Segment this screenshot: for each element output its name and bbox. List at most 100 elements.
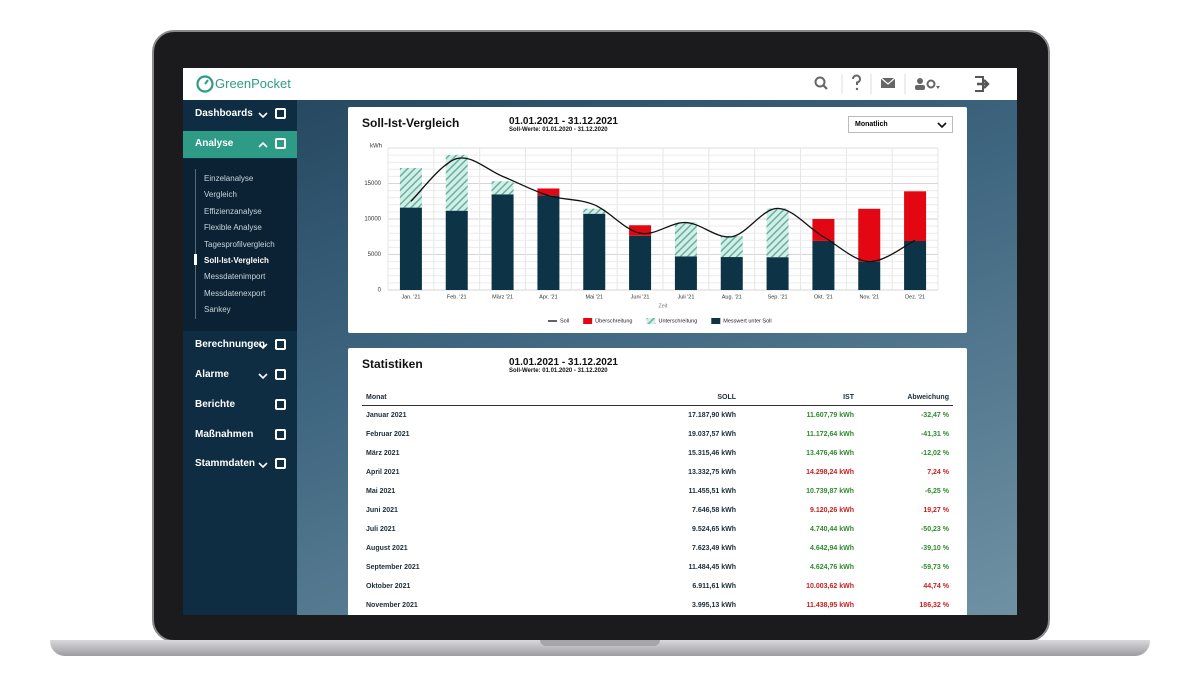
header-icons: [814, 74, 990, 94]
menu-icon: [275, 339, 286, 350]
laptop-notch: [540, 640, 660, 646]
legend-swatch: [711, 318, 721, 324]
chevron[interactable]: [258, 141, 268, 149]
table-cell: -59,73 %: [920, 564, 949, 571]
submenu-item[interactable]: Einzelanalyse: [204, 174, 254, 183]
logout-icon[interactable]: [975, 76, 990, 92]
settings-icon[interactable]: [915, 78, 940, 90]
table-cell: Mai 2021: [366, 488, 396, 495]
period-dropdown[interactable]: Monatlich: [848, 116, 953, 133]
bar-segment: [904, 191, 927, 242]
table-cell: -32,47 %: [920, 412, 949, 419]
table-cell: 14.298,24 kWh: [806, 469, 854, 476]
table-cell: August 2021: [366, 545, 408, 552]
column-header[interactable]: SOLL: [717, 394, 736, 401]
table-cell: 9.120,26 kWh: [810, 507, 854, 514]
chevron[interactable]: [258, 461, 268, 469]
table-cell: 11.455,51 kWh: [688, 488, 736, 495]
soll-line: [410, 157, 916, 263]
legend-entry[interactable]: Überschreitung: [583, 317, 632, 324]
table-cell: März 2021: [366, 450, 400, 457]
x-tick-label: Sep. '21: [768, 294, 788, 300]
bar-segment: [674, 222, 697, 257]
sidebar: Dashboards Analyse Einzelanalyse Vergleich E…: [183, 100, 297, 615]
menu-icon: [275, 458, 286, 469]
chevron[interactable]: [258, 342, 268, 350]
submenu-item[interactable]: Flexible Analyse: [204, 223, 262, 233]
logo-text: GreenPocket: [215, 76, 291, 91]
menu-icon: [275, 399, 286, 410]
mail-icon[interactable]: [880, 77, 896, 88]
bar-segment: [491, 194, 514, 290]
logo-icon: [196, 75, 214, 93]
legend-swatch: [583, 318, 593, 324]
bar-segment: [629, 225, 652, 236]
x-tick-label: Apr. '21: [539, 294, 557, 300]
menu-item[interactable]: Alarme: [195, 369, 229, 380]
x-tick-label: Aug. '21: [722, 294, 742, 300]
table-cell: 7.623,49 kWh: [692, 545, 736, 552]
table-cell: 7.646,58 kWh: [692, 507, 736, 514]
legend-entry[interactable]: Messwert unter Soll: [711, 318, 772, 324]
legend-label: Soll: [560, 318, 569, 324]
table-cell: -50,23 %: [920, 526, 949, 533]
table-cell: September 2021: [366, 564, 420, 571]
submenu-item[interactable]: Sankey: [204, 305, 231, 315]
bar-segment: [904, 241, 927, 290]
menu-icon: [275, 369, 286, 380]
table-cell: November 2021: [366, 602, 418, 609]
subtitle: Soll-Werte: 01.01.2020 - 31.12.2020: [509, 127, 608, 133]
y-tick-label: 5000: [368, 252, 382, 258]
chevron[interactable]: [258, 372, 268, 380]
table-cell: 9.524,65 kWh: [692, 526, 736, 533]
submenu-item[interactable]: Tagesprofilvergleich: [204, 239, 275, 249]
bar-segment: [583, 213, 606, 290]
column-header[interactable]: Monat: [366, 394, 387, 401]
chart-card: Soll-Ist-Vergleich 01.01.2021 - 31.12.20…: [348, 107, 967, 333]
search-icon[interactable]: [814, 76, 828, 90]
column-header[interactable]: Abweichung: [907, 394, 949, 401]
menu-item[interactable]: Stammdaten: [195, 458, 256, 469]
submenu-item[interactable]: Vergleich: [204, 190, 237, 200]
bar-segment: [399, 167, 422, 208]
legend-entry[interactable]: Unterschreitung: [646, 318, 697, 324]
table-cell: 7,24 %: [927, 469, 949, 476]
active-item-bg: [183, 131, 297, 158]
column-header[interactable]: IST: [843, 394, 854, 401]
menu-item[interactable]: Berichte: [195, 399, 236, 410]
legend-label: Unterschreitung: [658, 318, 697, 324]
x-tick-label: Feb. '21: [447, 294, 467, 300]
menu-item[interactable]: Dashboards: [195, 108, 253, 119]
submenu-item[interactable]: Messdatenexport: [204, 288, 266, 298]
submenu-item[interactable]: Soll-Ist-Vergleich: [204, 256, 269, 265]
bar-segment: [629, 235, 652, 290]
bar-segment: [720, 235, 743, 258]
x-tick-label: Nov. '21: [859, 294, 879, 300]
bar-segment: [858, 261, 881, 290]
date-range: 01.01.2021 - 31.12.2021: [509, 357, 618, 368]
table-cell: Juni 2021: [366, 507, 398, 514]
table-cell: 10.003,62 kWh: [806, 583, 854, 590]
table-cell: -12,02 %: [920, 450, 949, 457]
help-icon[interactable]: [852, 74, 861, 85]
submenu-item[interactable]: Effizienzanalyse: [204, 206, 262, 216]
x-tick-label: Okt. '21: [814, 294, 833, 300]
table-cell: 17.187,90 kWh: [688, 412, 736, 419]
table-cell: 11.438,95 kWh: [806, 602, 854, 609]
menu-item[interactable]: Analyse: [195, 138, 234, 149]
subtitle: Soll-Werte: 01.01.2020 - 31.12.2020: [509, 368, 608, 374]
chevron[interactable]: [258, 111, 268, 119]
submenu-item[interactable]: Messdatenimport: [204, 272, 266, 282]
table-cell: Februar 2021: [366, 431, 410, 438]
table-cell: Juli 2021: [366, 526, 396, 533]
table-cell: Januar 2021: [366, 412, 407, 419]
bar-segment: [583, 208, 606, 214]
legend-swatch: [646, 318, 656, 324]
x-tick-label: Mai '21: [585, 294, 603, 300]
table-cell: 186,32 %: [919, 602, 949, 609]
legend-entry[interactable]: Soll: [548, 318, 569, 324]
y-tick-label: 0: [378, 288, 382, 294]
menu-item[interactable]: Berechnungen: [195, 339, 266, 350]
menu-item[interactable]: Maßnahmen: [195, 429, 254, 440]
